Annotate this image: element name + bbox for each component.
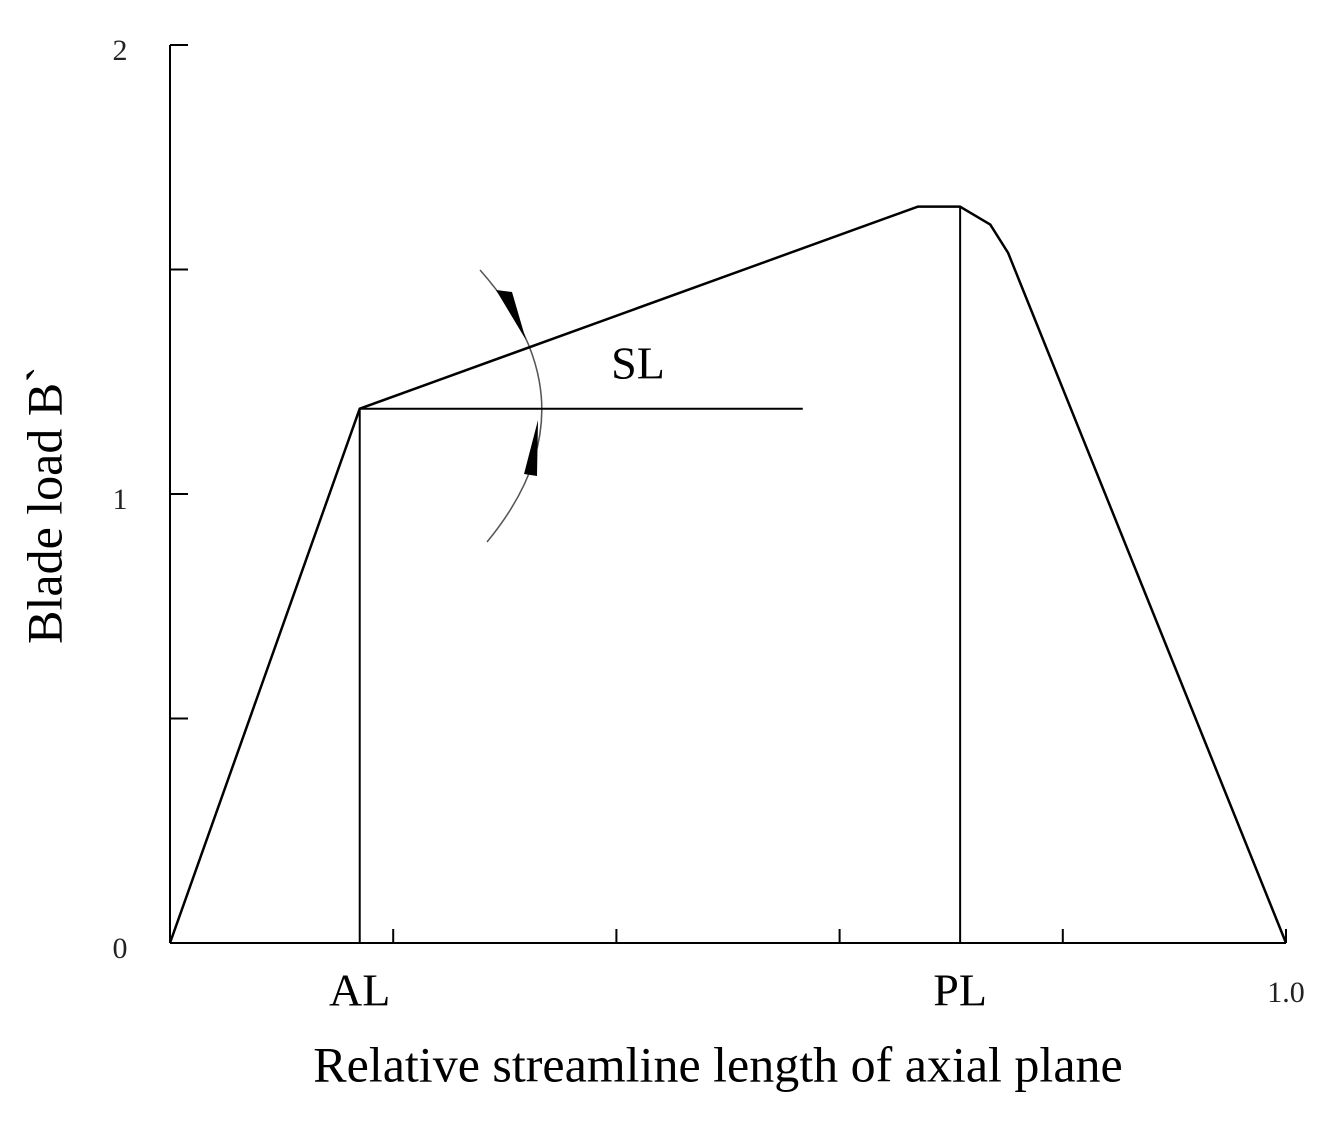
data-line (168, 205, 1288, 944)
x-tick-label: 1.0 (1267, 976, 1305, 1009)
marker-label: PL (933, 965, 987, 1016)
marker-label: AL (329, 965, 390, 1016)
y-tick-label: 2 (113, 34, 128, 67)
arrow-head (524, 420, 538, 476)
arrow-head (496, 290, 526, 340)
slope-label: SL (611, 338, 665, 389)
x-axis-title: Relative streamline length of axial plan… (313, 1036, 1122, 1092)
y-axis-title: Blade load B` (16, 366, 72, 644)
y-tick-label: 0 (113, 932, 128, 965)
y-tick-label: 1 (113, 483, 128, 516)
